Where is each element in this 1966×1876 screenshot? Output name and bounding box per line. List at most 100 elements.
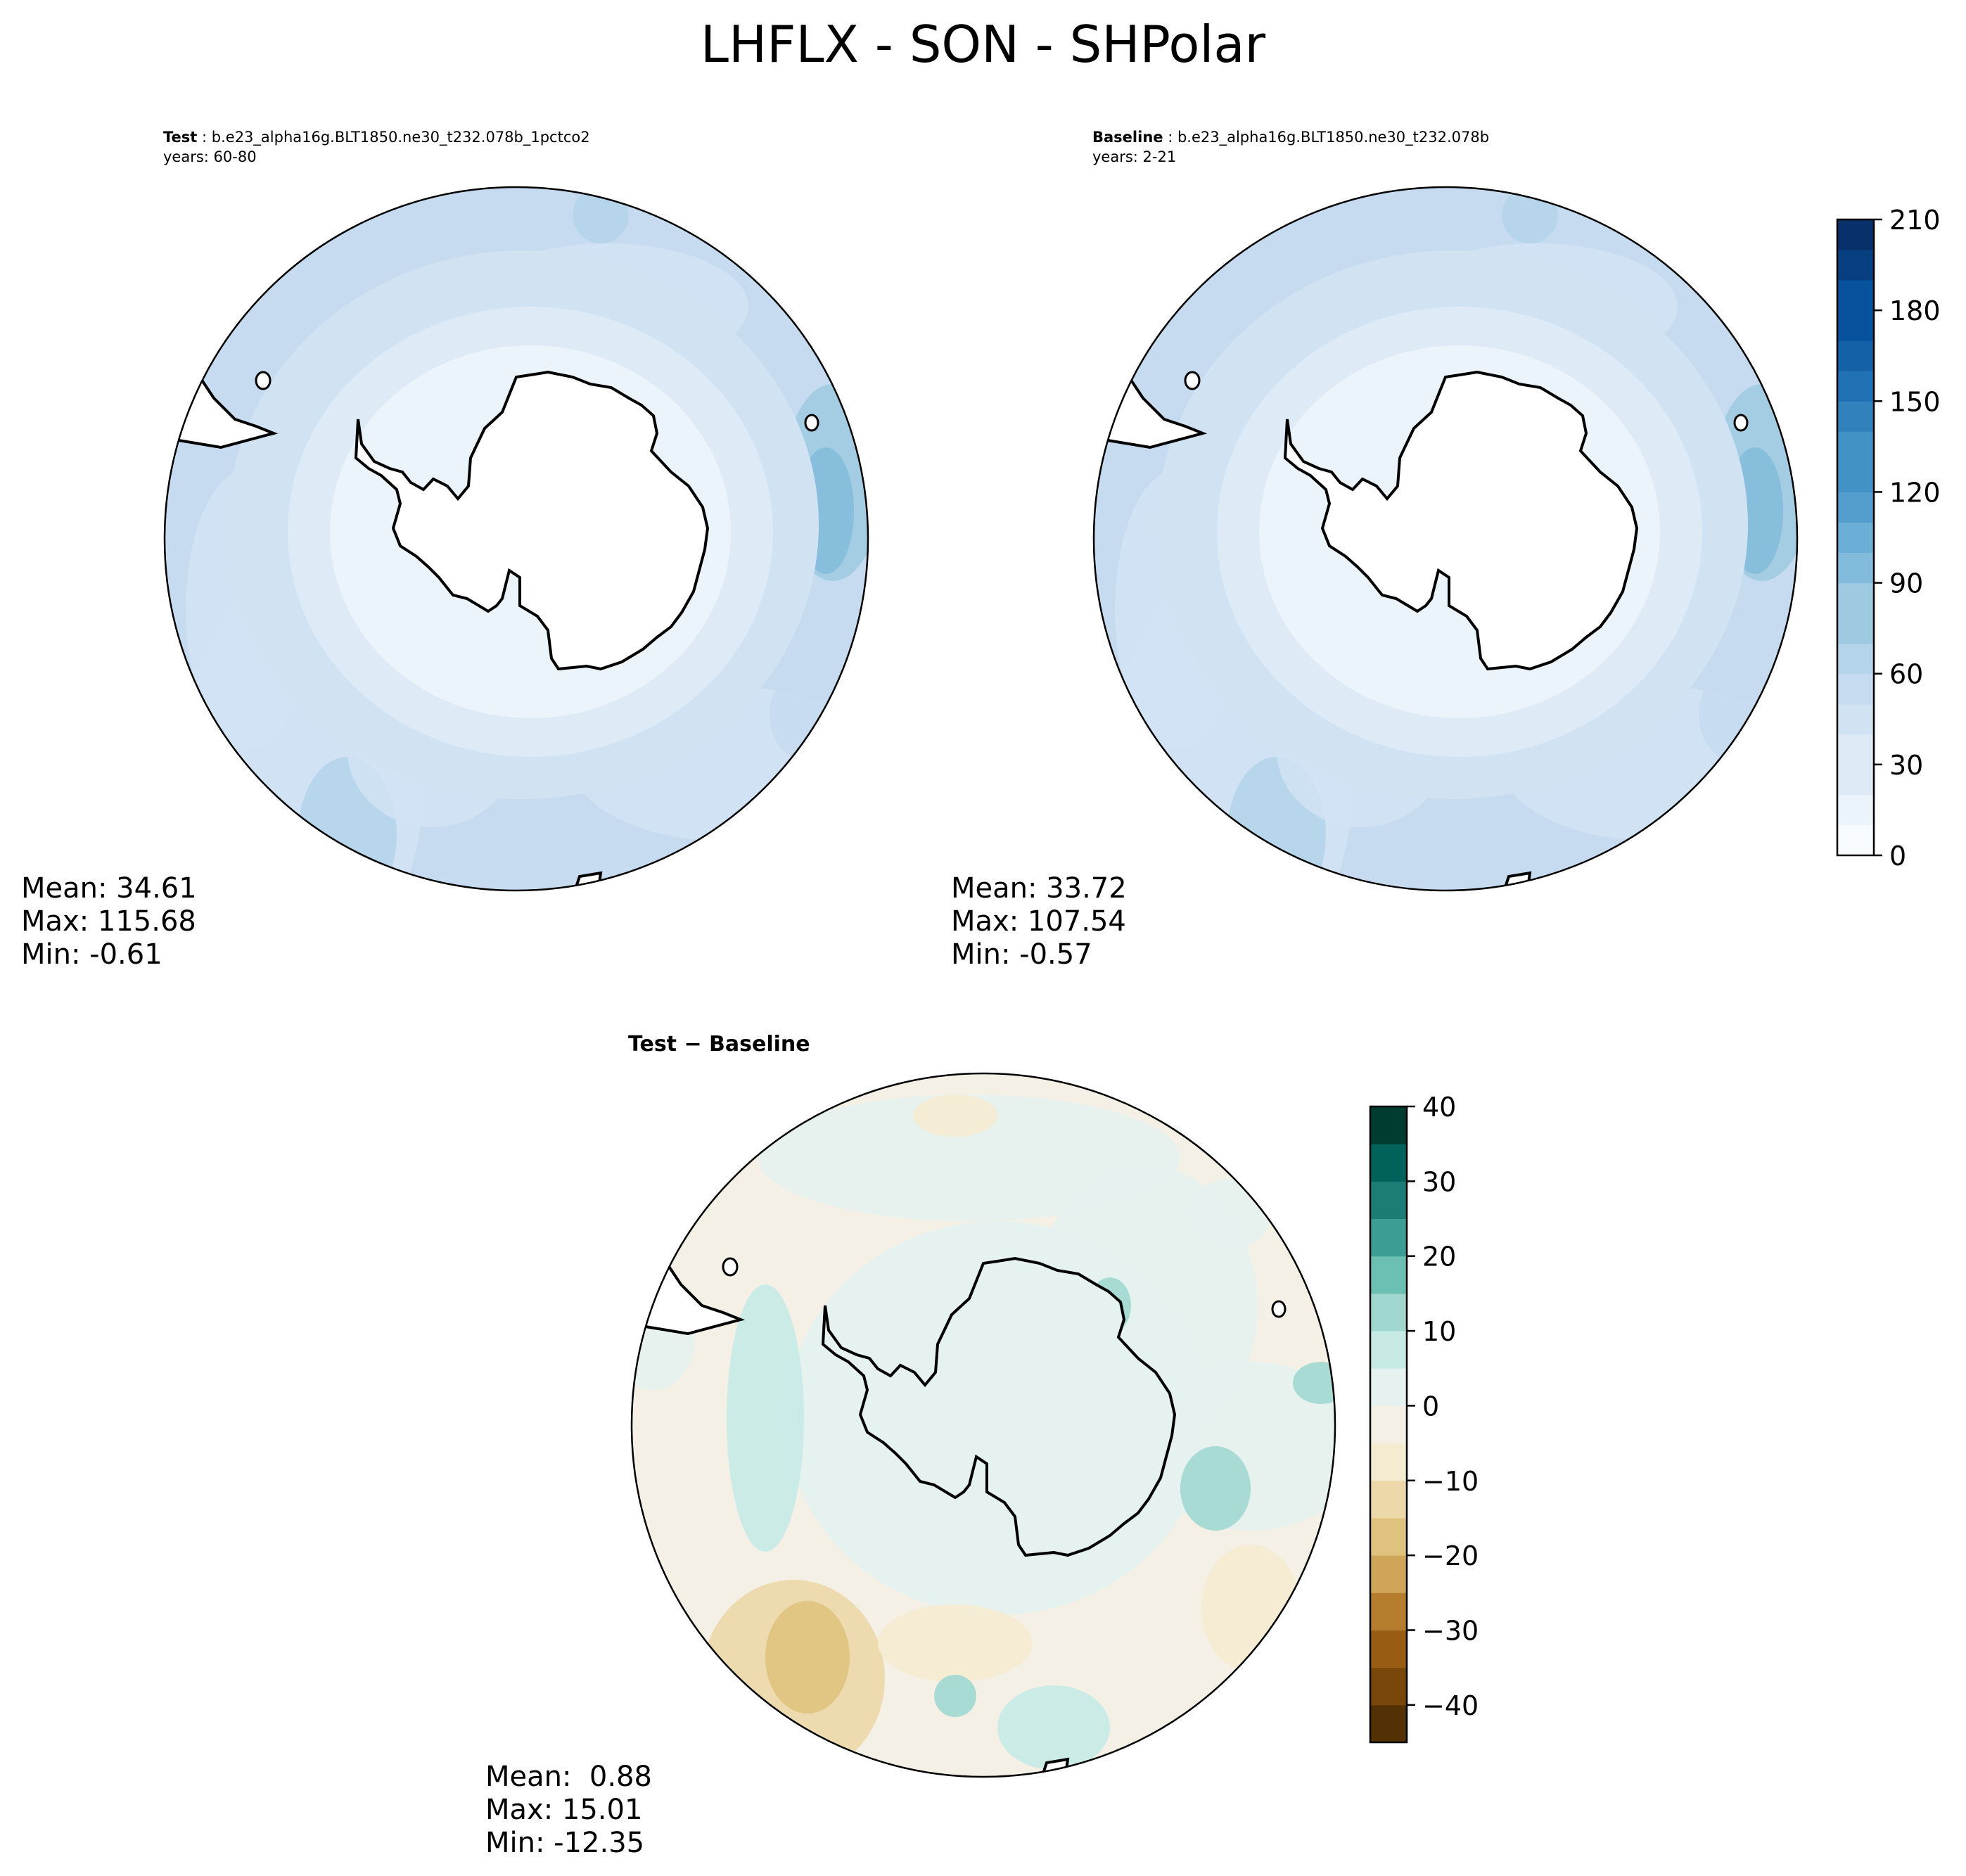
diff-colorbar-level-12 <box>1370 1256 1407 1294</box>
baseline-colorbar-level-15 <box>1837 371 1874 402</box>
diff-colorbar-level-10 <box>1370 1331 1407 1369</box>
test-contour-6 <box>573 187 629 243</box>
diff-contour-13 <box>871 1773 969 1777</box>
baseline-colorbar-tick-label: 120 <box>1889 477 1941 508</box>
baseline-colorbar-tick-label: 180 <box>1889 295 1941 326</box>
baseline-field <box>1094 187 1797 891</box>
baseline-panel-header: Baseline : b.e23_alpha16g.BLT1850.ne30_t… <box>1092 129 1490 165</box>
baseline-colorbar-level-3 <box>1837 734 1874 765</box>
baseline-colorbar-level-18 <box>1837 280 1874 311</box>
baseline-colorbar-level-8 <box>1837 582 1874 614</box>
baseline-colorbar: 0 30 60 90 120 150 180 210 <box>1836 205 1941 872</box>
diff-colorbar-tick-label: −40 <box>1422 1690 1479 1721</box>
baseline-colorbar-level-16 <box>1837 340 1874 371</box>
diff-colorbar-tick-label: −10 <box>1422 1466 1479 1497</box>
diff-colorbar-tick-label: 40 <box>1422 1092 1456 1123</box>
diff-mean: Mean: 0.88 <box>485 1761 652 1793</box>
diff-falkland-islands <box>722 1257 739 1277</box>
test-mean: Mean: 34.61 <box>21 872 197 905</box>
baseline-colorbar-level-20 <box>1837 219 1874 250</box>
baseline-colorbar-level-5 <box>1837 673 1874 705</box>
baseline-antarctica <box>1283 370 1639 671</box>
diff-contour-5 <box>765 1601 850 1714</box>
baseline-mean: Mean: 33.72 <box>951 872 1127 905</box>
diff-contour-6 <box>878 1604 1033 1682</box>
baseline-stats: Mean: 33.72 Max: 107.54 Min: -0.57 <box>951 872 1127 971</box>
test-min: Min: -0.61 <box>21 938 162 971</box>
baseline-colorbar-level-14 <box>1837 401 1874 432</box>
diff-colorbar-level-1 <box>1370 1667 1407 1706</box>
diff-colorbar-level-13 <box>1370 1218 1407 1257</box>
baseline-map <box>1092 186 1799 892</box>
diff-colorbar-level-8 <box>1370 1405 1407 1444</box>
diff-contour-12 <box>934 1675 976 1717</box>
test-falkland-islands <box>255 371 272 390</box>
diff-colorbar-level-7 <box>1370 1443 1407 1481</box>
test-contour-8 <box>770 665 854 764</box>
baseline-colorbar-level-13 <box>1837 431 1874 462</box>
test-case-name: b.e23_alpha16g.BLT1850.ne30_t232.078b_1p… <box>211 129 590 146</box>
diff-colorbar: −40 −30 −20 −10 0 10 20 30 40 <box>1369 1092 1479 1744</box>
test-years: years: 60-80 <box>163 148 257 165</box>
diff-colorbar-level-4 <box>1370 1555 1407 1593</box>
baseline-colorbar-tick-label: 0 <box>1889 841 1906 872</box>
baseline-colorbar-level-11 <box>1837 492 1874 523</box>
diff-contour-7 <box>1201 1545 1300 1671</box>
baseline-colorbar-level-4 <box>1837 703 1874 735</box>
baseline-label: Baseline <box>1092 129 1163 146</box>
diff-panel-title: Test − Baseline <box>628 1032 810 1057</box>
diff-colorbar-level-0 <box>1370 1704 1407 1743</box>
test-label: Test <box>163 129 198 146</box>
test-field <box>165 187 868 891</box>
diff-contour-9 <box>1180 1446 1251 1531</box>
diff-colorbar-level-15 <box>1370 1144 1407 1182</box>
baseline-kerguelen-island <box>1733 414 1749 432</box>
test-map <box>163 186 869 892</box>
diff-min: Min: -12.35 <box>485 1827 645 1859</box>
diff-contour-3 <box>727 1284 804 1552</box>
baseline-contour-6 <box>1502 187 1558 243</box>
baseline-colorbar-tick-label: 150 <box>1889 386 1941 417</box>
baseline-colorbar-level-17 <box>1837 310 1874 341</box>
diff-colorbar-level-11 <box>1370 1293 1407 1332</box>
test-max: Max: 115.68 <box>21 905 196 938</box>
diff-colorbar-level-6 <box>1370 1480 1407 1519</box>
diff-contour-14 <box>997 1685 1110 1770</box>
diff-colorbar-frame <box>1369 1105 1408 1744</box>
diff-kerguelen-island <box>1271 1300 1287 1318</box>
diff-colorbar-tick-label: −30 <box>1422 1615 1479 1646</box>
diff-colorbar-level-14 <box>1370 1181 1407 1220</box>
diff-contour-16 <box>1187 1179 1272 1249</box>
baseline-case-name: b.e23_alpha16g.BLT1850.ne30_t232.078b <box>1177 129 1490 146</box>
test-kerguelen-island <box>804 414 819 432</box>
test-antarctica <box>354 370 710 671</box>
baseline-colorbar-level-0 <box>1837 824 1874 856</box>
baseline-map-boundary <box>1092 186 1799 892</box>
diff-colorbar-tick-label: 20 <box>1422 1242 1456 1272</box>
diff-colorbar-tick-label: 0 <box>1422 1391 1439 1422</box>
figure-title: LHFLX - SON - SHPolar <box>700 15 1266 74</box>
test-stats: Mean: 34.61 Max: 115.68 Min: -0.61 <box>21 872 197 971</box>
diff-stats: Mean: 0.88 Max: 15.01 Min: -12.35 <box>485 1761 652 1860</box>
diff-max: Max: 15.01 <box>485 1794 643 1826</box>
diff-colorbar-level-9 <box>1370 1368 1407 1406</box>
baseline-colorbar-level-1 <box>1837 794 1874 826</box>
diff-antarctica <box>821 1256 1177 1557</box>
baseline-colorbar-tick-label: 90 <box>1889 568 1923 599</box>
diff-colorbar-level-2 <box>1370 1630 1407 1668</box>
diff-colorbar-tick-label: −20 <box>1422 1540 1479 1571</box>
baseline-colorbar-level-12 <box>1837 461 1874 492</box>
diff-colorbar-tick-label: 30 <box>1422 1166 1456 1197</box>
baseline-falkland-islands <box>1184 371 1201 390</box>
test-map-boundary <box>163 186 869 892</box>
baseline-colorbar-level-10 <box>1837 522 1874 554</box>
baseline-colorbar-tick-label: 60 <box>1889 659 1923 690</box>
baseline-max: Max: 107.54 <box>951 905 1126 938</box>
baseline-min: Min: -0.57 <box>951 938 1092 971</box>
diff-colorbar-level-16 <box>1370 1106 1407 1144</box>
baseline-colorbar-level-9 <box>1837 552 1874 584</box>
diff-colorbar-level-5 <box>1370 1517 1407 1556</box>
diff-map-boundary <box>630 1072 1336 1778</box>
diff-map <box>630 1072 1336 1778</box>
